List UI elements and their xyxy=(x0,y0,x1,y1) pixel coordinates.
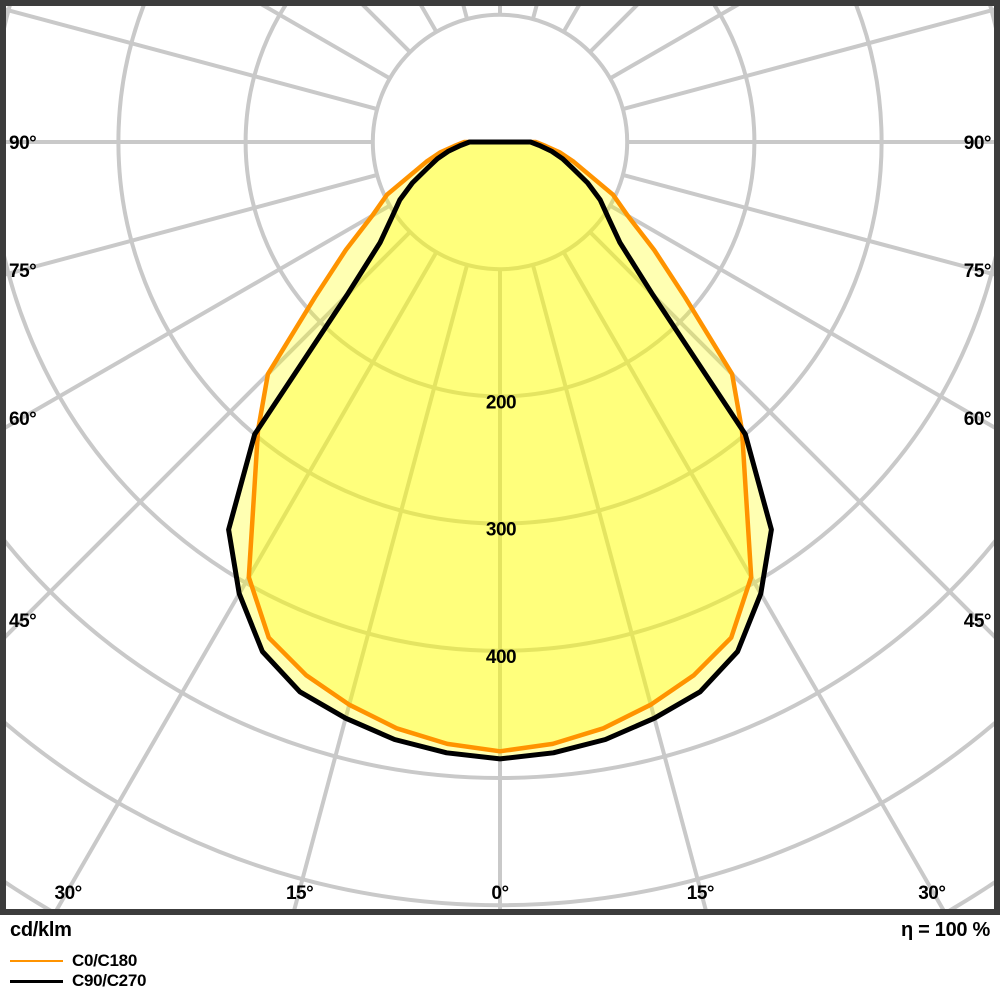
angle-label: 90° xyxy=(964,133,991,154)
legend-label-c0c180: C0/C180 xyxy=(72,951,137,970)
angle-label: 60° xyxy=(9,409,36,430)
efficiency-label: η = 100 % xyxy=(900,919,990,941)
plot-frame xyxy=(0,0,1000,915)
angle-label: 0° xyxy=(491,883,508,904)
units-label: cd/klm xyxy=(10,919,72,941)
angle-label: 60° xyxy=(964,409,991,430)
angle-ray xyxy=(6,7,378,112)
angle-ray xyxy=(561,251,946,909)
angle-ray xyxy=(292,264,470,909)
angle-ray xyxy=(609,6,740,81)
angle-label: 75° xyxy=(9,261,36,282)
plot-content: 200 300 400 xyxy=(6,6,994,909)
angle-ray xyxy=(260,6,391,81)
legend-item-c0c180: C0/C180 xyxy=(10,951,137,971)
legend-label-c90c270: C90/C270 xyxy=(72,971,147,990)
angle-ray xyxy=(6,172,378,277)
angle-label: 30° xyxy=(55,883,82,904)
angle-ray xyxy=(530,264,708,909)
angle-ray xyxy=(54,251,439,909)
angle-label: 45° xyxy=(9,611,36,632)
ring-label: 300 xyxy=(486,520,516,541)
legend-line-c0c180-icon xyxy=(10,960,63,962)
angle-label: 30° xyxy=(918,883,945,904)
angle-ray xyxy=(609,203,994,430)
angle-label: 15° xyxy=(687,883,714,904)
curve-fill-c90c270 xyxy=(228,142,772,759)
angle-label: 90° xyxy=(9,133,36,154)
angle-ray xyxy=(622,7,994,112)
angle-ray xyxy=(6,203,391,430)
curve-c90c270 xyxy=(226,139,774,762)
ring-label: 200 xyxy=(486,392,516,413)
polar-plot: 200 300 400 0° 15° 15° 30° 30° 45° 45° 60° 60° 75° 75… xyxy=(0,0,1000,915)
angle-ray xyxy=(622,172,994,277)
curve-c0c180 xyxy=(246,139,754,754)
angle-label: 15° xyxy=(286,883,313,904)
legend-item-c90c270: C90/C270 xyxy=(10,971,146,991)
ring-label: 400 xyxy=(486,647,516,668)
legend-line-c90c270-icon xyxy=(10,979,63,983)
curve-fill-c0c180 xyxy=(248,142,752,752)
angle-label: 75° xyxy=(964,261,991,282)
angle-label: 45° xyxy=(964,611,991,632)
